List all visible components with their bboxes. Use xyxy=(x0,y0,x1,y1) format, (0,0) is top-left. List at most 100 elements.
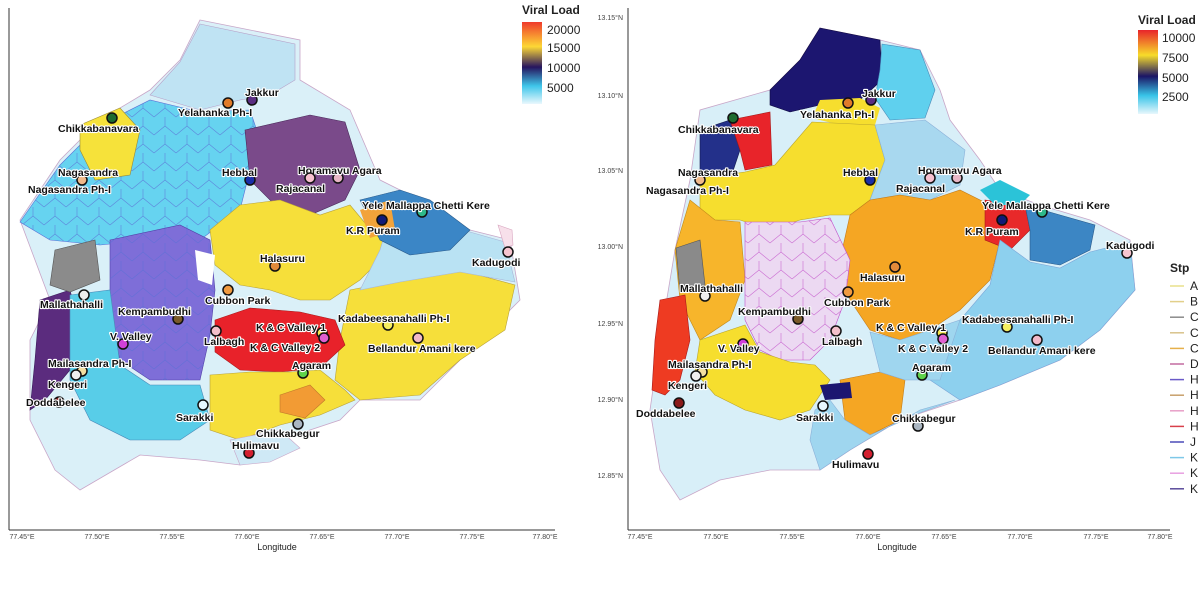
stp-legend-item: H xyxy=(1190,388,1199,402)
station-label: Lalbagh xyxy=(204,336,244,348)
left-legend-label: 15000 xyxy=(547,41,581,55)
left-map-panel: Viral Load 20000 15000 10000 5000 77.45°… xyxy=(8,3,581,552)
station-label: Nagasandra Ph-I xyxy=(646,185,729,197)
stp-legend-item: J xyxy=(1190,435,1196,449)
station-marker xyxy=(332,172,344,184)
left-legend-label: 5000 xyxy=(547,81,574,95)
station-marker xyxy=(817,400,829,412)
stp-legend-item: C xyxy=(1190,310,1199,324)
station-marker xyxy=(699,290,711,302)
station-marker xyxy=(376,214,388,226)
station-marker xyxy=(222,284,234,296)
station-marker xyxy=(737,338,749,350)
station-label: Kadabeesanahalli Ph-I xyxy=(962,314,1074,326)
station-label: Hebbal xyxy=(843,167,878,179)
left-x-axis-title: Longitude xyxy=(257,542,297,552)
station-marker xyxy=(912,420,924,432)
station-marker xyxy=(792,313,804,325)
station-label: V. Valley xyxy=(718,343,760,355)
station-label: Nagasandra xyxy=(678,167,738,179)
right-x-axis: 77.45°E 77.50°E 77.55°E 77.60°E 77.65°E … xyxy=(628,533,1173,552)
x-tick: 77.45°E xyxy=(10,533,35,541)
station-marker xyxy=(673,397,685,409)
station-label: Yele Mallappa Chetti Kere xyxy=(362,200,490,212)
station-label: K & C Valley 1 xyxy=(256,322,326,334)
station-marker xyxy=(297,367,309,379)
station-label: Hulimavu xyxy=(232,440,279,452)
station-marker xyxy=(1036,206,1048,218)
station-label: Horamavu Agara xyxy=(298,165,382,177)
station-marker xyxy=(53,396,65,408)
station-label: Kadugodi xyxy=(1106,240,1154,252)
station-marker xyxy=(412,332,424,344)
station-label: Yelahanka Ph-I xyxy=(800,109,874,121)
right-legend-label: 10000 xyxy=(1162,31,1196,45)
y-tick: 13.10°N xyxy=(598,92,623,100)
station-label: Kengeri xyxy=(48,379,87,391)
station-label: Lalbagh xyxy=(822,336,862,348)
station-marker xyxy=(416,206,428,218)
station-marker xyxy=(996,214,1008,226)
station-label: Jakkur xyxy=(862,88,896,100)
station-label: Rajacanal xyxy=(896,183,945,195)
right-x-axis-title: Longitude xyxy=(877,542,917,552)
station-marker xyxy=(842,286,854,298)
station-marker xyxy=(106,112,118,124)
y-tick: 13.15°N xyxy=(598,14,623,22)
station-marker xyxy=(864,174,876,186)
station-label: Halasuru xyxy=(260,253,305,265)
station-marker xyxy=(937,333,949,345)
left-map-regions xyxy=(19,19,521,491)
stp-legend-item: K xyxy=(1190,466,1198,480)
station-marker xyxy=(117,338,129,350)
station-label: Bellandur Amani kere xyxy=(368,343,476,355)
station-marker xyxy=(76,174,88,186)
x-tick: 77.80°E xyxy=(533,533,558,541)
right-legend-colorbar xyxy=(1138,30,1158,114)
station-marker xyxy=(842,97,854,109)
station-label: Hebbal xyxy=(222,167,257,179)
x-tick: 77.60°E xyxy=(856,533,881,541)
station-label: Kempambudhi xyxy=(738,306,811,318)
station-label: Agaram xyxy=(292,360,331,372)
stp-legend-item: H xyxy=(1190,419,1199,433)
station-label: Doddabelee xyxy=(636,408,696,420)
station-label: Nagasandra xyxy=(58,167,118,179)
station-label: Kengeri xyxy=(668,380,707,392)
station-label: Yelahanka Ph-I xyxy=(178,107,252,119)
station-marker xyxy=(865,94,877,106)
station-label: Agaram xyxy=(912,362,951,374)
station-marker xyxy=(244,174,256,186)
station-marker xyxy=(916,369,928,381)
y-tick: 12.90°N xyxy=(598,396,623,404)
station-marker xyxy=(197,399,209,411)
station-marker xyxy=(889,261,901,273)
station-label: K.R Puram xyxy=(346,225,400,237)
station-marker xyxy=(951,172,963,184)
y-tick: 13.05°N xyxy=(598,167,623,175)
y-tick: 12.85°N xyxy=(598,472,623,480)
x-tick: 77.50°E xyxy=(704,533,729,541)
x-tick: 77.65°E xyxy=(932,533,957,541)
left-x-axis: 77.45°E 77.50°E 77.55°E 77.60°E 77.65°E … xyxy=(10,533,558,552)
station-label: K.R Puram xyxy=(965,226,1019,238)
x-tick: 77.55°E xyxy=(780,533,805,541)
left-legend-label: 20000 xyxy=(547,23,581,37)
right-legend-label: 2500 xyxy=(1162,90,1189,104)
stp-legend-title: Stp xyxy=(1170,261,1189,275)
x-tick: 77.65°E xyxy=(310,533,335,541)
station-marker xyxy=(172,313,184,325)
station-label: Kempambudhi xyxy=(118,306,191,318)
station-marker xyxy=(269,260,281,272)
left-legend-colorbar xyxy=(522,22,542,104)
x-tick: 77.60°E xyxy=(235,533,260,541)
station-label: Jakkur xyxy=(245,87,279,99)
station-label: Sarakki xyxy=(176,412,213,424)
station-marker xyxy=(318,332,330,344)
left-stations: Jakkur Yelahanka Ph-I Chikkabanavara Nag… xyxy=(25,86,522,459)
x-tick: 77.80°E xyxy=(1148,533,1173,541)
station-label: Nagasandra Ph-I xyxy=(28,184,111,196)
x-tick: 77.45°E xyxy=(628,533,653,541)
station-marker xyxy=(694,174,706,186)
